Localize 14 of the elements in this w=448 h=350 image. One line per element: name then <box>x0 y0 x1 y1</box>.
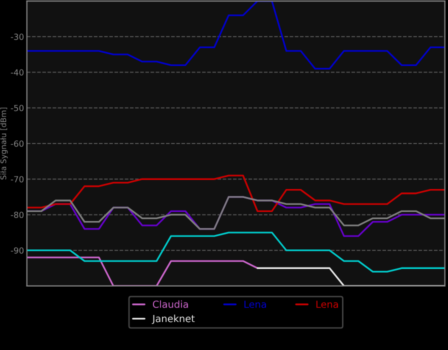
y-tick-label: -60 <box>10 140 24 147</box>
legend-label: Janeknet <box>152 314 195 324</box>
legend-label: Claudia <box>152 300 188 308</box>
y-tick-label: -30 <box>10 34 24 40</box>
y-tick-label: -80 <box>10 212 24 218</box>
y-tick-label: -40 <box>10 69 24 76</box>
y-tick-label: -70 <box>10 176 24 182</box>
legend-label: Lena <box>316 300 338 308</box>
y-tick-label: -90 <box>10 247 24 254</box>
line-series <box>26 174 445 212</box>
legend-label: Lena <box>244 300 266 308</box>
line-series <box>26 256 258 286</box>
line-series <box>26 232 445 273</box>
y-tick-label: -50 <box>10 104 24 112</box>
